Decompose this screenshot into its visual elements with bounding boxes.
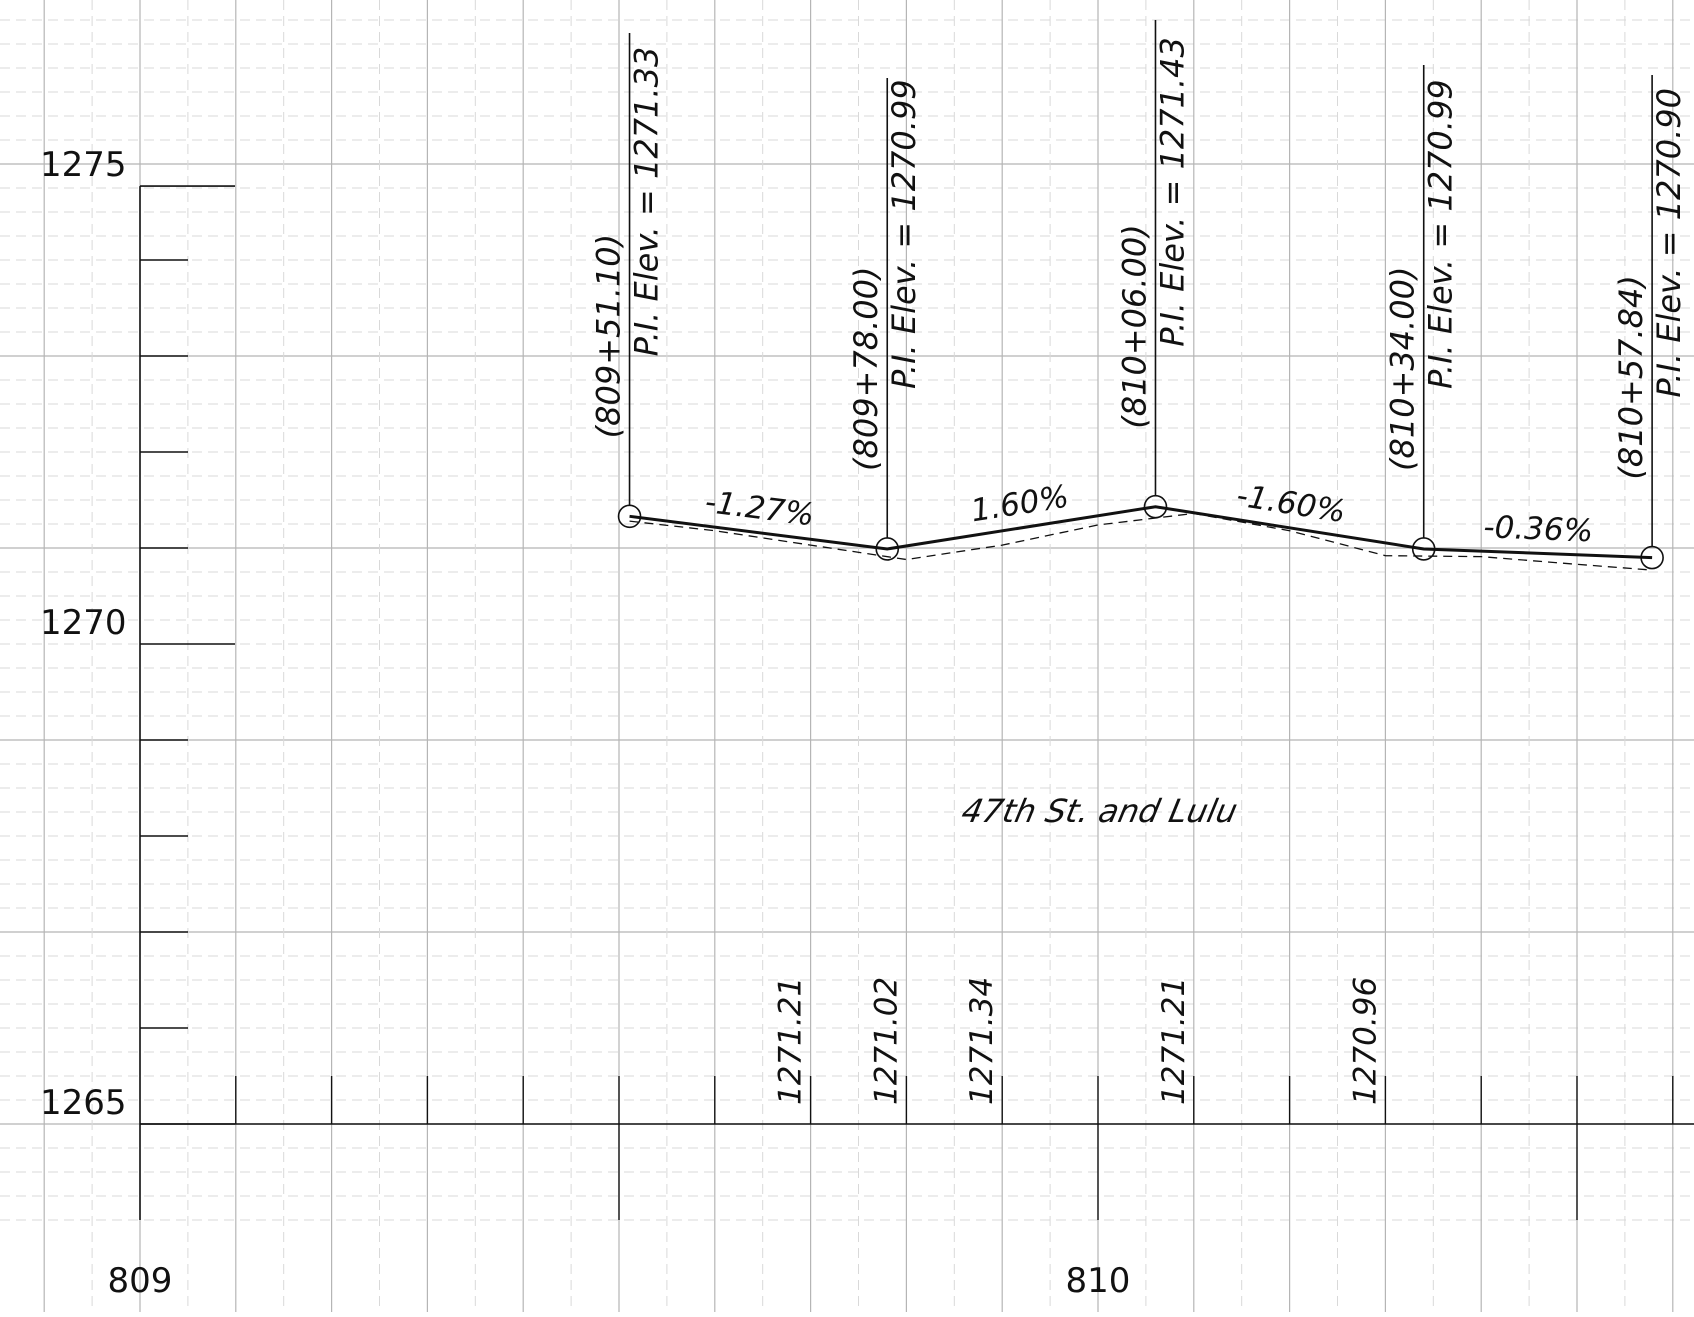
pi-marker [1411, 537, 1436, 561]
pi-elevation-label: P.I. Elev. = 1270.90 [1650, 88, 1688, 398]
axes: 1275 1270 1265 809 810 [40, 145, 1694, 1301]
ground-elevation-label: 1270.96 [1347, 977, 1383, 1105]
proposed-profile: (809+51.10) P.I. Elev. = 1271.33 (809+78.0… [590, 20, 1688, 570]
pi-marker [875, 537, 900, 561]
pi-marker [1640, 545, 1664, 570]
pi-elevation-label: P.I. Elev. = 1271.43 [1153, 37, 1191, 347]
elevation-label: 1275 [40, 145, 127, 185]
ground-elevation-label: 1271.02 [868, 977, 904, 1105]
ground-elevation-label: 1271.34 [964, 977, 1000, 1105]
pi-elevation-label: P.I. Elev. = 1270.99 [1422, 79, 1460, 389]
pi-station-label: (809+51.10) [590, 234, 628, 438]
drawing-title: 47th St. and Lulu [958, 792, 1240, 830]
pi-station-label: (809+78.00) [847, 266, 885, 470]
existing-ground: 1271.21 1271.02 1271.34 1271.21 1270.96 [629, 512, 1653, 1105]
elevation-label: 1270 [40, 603, 127, 643]
ground-elevation-label: 1271.21 [1156, 977, 1192, 1105]
pi-marker [617, 504, 642, 529]
proposed-grade-line [629, 505, 1653, 560]
ground-elevation-label: 1271.21 [773, 977, 809, 1105]
existing-ground-line [629, 512, 1653, 571]
pi-station-label: (810+06.00) [1115, 224, 1153, 428]
pi-station-label: (810+34.00) [1384, 266, 1422, 470]
elevation-label: 1265 [40, 1083, 127, 1123]
grade-label: -0.36% [1483, 509, 1594, 549]
station-label: 810 [1066, 1261, 1131, 1301]
station-label: 809 [108, 1261, 173, 1301]
pi-elevation-label: P.I. Elev. = 1271.33 [628, 47, 666, 357]
grade-label: -1.27% [703, 484, 816, 533]
pi-station-label: (810+57.84) [1612, 275, 1650, 479]
labels: 47th St. and Lulu [958, 792, 1240, 830]
pi-elevation-label: P.I. Elev. = 1270.99 [885, 79, 923, 389]
pi-marker [1143, 494, 1168, 519]
